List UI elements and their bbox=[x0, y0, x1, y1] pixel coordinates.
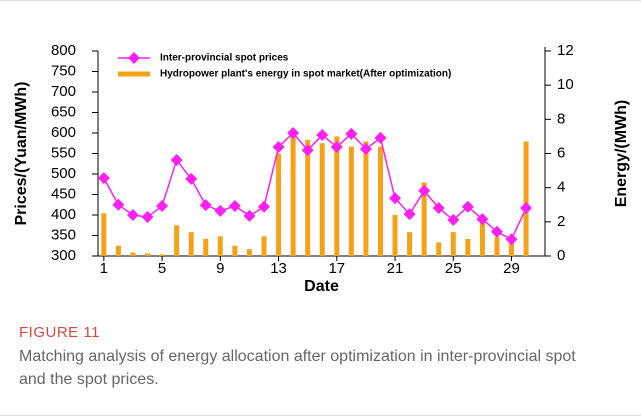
y-tick-label: 800 bbox=[51, 42, 76, 59]
y2-axis-title: Energy/(MWh) bbox=[613, 100, 630, 208]
bar bbox=[203, 238, 209, 256]
price-marker bbox=[476, 213, 489, 226]
price-marker bbox=[156, 199, 169, 212]
bar bbox=[276, 153, 282, 256]
price-marker bbox=[112, 198, 125, 211]
price-marker bbox=[301, 144, 314, 157]
bar bbox=[305, 139, 311, 256]
price-marker bbox=[141, 211, 154, 224]
bar bbox=[494, 237, 500, 256]
price-marker bbox=[447, 213, 460, 226]
legend-marker bbox=[128, 52, 140, 64]
bar bbox=[188, 232, 194, 256]
bar bbox=[509, 243, 515, 256]
bar bbox=[363, 141, 369, 256]
y-tick-label: 550 bbox=[51, 144, 76, 161]
price-marker bbox=[490, 225, 503, 238]
bar bbox=[407, 232, 413, 256]
y-tick-label: 750 bbox=[51, 62, 76, 79]
bar bbox=[334, 136, 340, 256]
x-tick-label: 25 bbox=[445, 260, 462, 277]
price-marker bbox=[243, 209, 256, 222]
y2-tick-label: 6 bbox=[557, 144, 565, 161]
price-marker bbox=[505, 233, 518, 246]
bar bbox=[261, 236, 267, 256]
y-tick-label: 700 bbox=[51, 83, 76, 100]
bar bbox=[523, 141, 529, 256]
price-marker bbox=[97, 172, 110, 185]
y-axis-title: Prices/(Yuan/MWh) bbox=[13, 81, 30, 225]
x-tick-label: 5 bbox=[158, 260, 166, 277]
y2-tick-label: 0 bbox=[557, 247, 565, 264]
price-marker bbox=[374, 131, 387, 144]
bar bbox=[174, 225, 180, 256]
y2-tick-label: 8 bbox=[557, 110, 565, 127]
price-marker bbox=[126, 209, 139, 221]
bar bbox=[290, 136, 296, 256]
x-tick-label: 1 bbox=[100, 260, 108, 277]
x-tick-label: 13 bbox=[270, 260, 287, 277]
bar bbox=[465, 238, 471, 256]
bar bbox=[130, 252, 136, 256]
caption-label: FIGURE 11 bbox=[19, 324, 100, 341]
bar bbox=[101, 213, 107, 256]
y-tick-label: 400 bbox=[51, 206, 76, 223]
chart: 300 350 400 450 500 550 600 650 700 750 800 0 2 4 6 8 10… bbox=[13, 42, 630, 295]
x-axis-title: Date bbox=[304, 278, 339, 295]
price-line bbox=[103, 131, 527, 241]
price-marker bbox=[418, 184, 431, 197]
price-marker bbox=[185, 172, 198, 185]
price-marker bbox=[330, 140, 343, 153]
y2-tick-label: 2 bbox=[557, 213, 565, 230]
y-tick-label: 650 bbox=[51, 103, 76, 120]
y-tick-label: 450 bbox=[51, 185, 76, 202]
y2-tick-label: 10 bbox=[557, 76, 574, 93]
bar bbox=[479, 220, 485, 256]
y2-tick-label: 12 bbox=[557, 42, 574, 59]
bar bbox=[145, 253, 151, 256]
price-marker bbox=[316, 129, 329, 142]
bar bbox=[392, 215, 398, 256]
bar bbox=[159, 254, 165, 256]
bar bbox=[246, 249, 252, 256]
bar bbox=[217, 236, 223, 256]
y-tick-label: 300 bbox=[51, 247, 76, 264]
price-marker bbox=[389, 192, 402, 205]
bar bbox=[377, 146, 383, 256]
x-tick-label: 9 bbox=[216, 260, 224, 277]
y-tick-label: 350 bbox=[51, 226, 76, 243]
price-marker bbox=[272, 140, 285, 153]
price-marker bbox=[214, 204, 227, 217]
price-marker bbox=[199, 199, 212, 212]
bar bbox=[450, 232, 456, 256]
price-marker bbox=[228, 199, 241, 212]
price-marker bbox=[520, 202, 533, 215]
price-marker bbox=[359, 142, 372, 155]
price-marker bbox=[287, 127, 300, 139]
y2-tick-label: 4 bbox=[557, 179, 565, 196]
price-marker bbox=[170, 154, 183, 167]
price-marker bbox=[257, 200, 270, 213]
legend-label: Hydropower plant's energy in spot market… bbox=[160, 69, 451, 80]
legend-label: Inter-provincial spot prices bbox=[160, 53, 289, 64]
bar bbox=[421, 182, 427, 256]
bar bbox=[436, 242, 442, 256]
price-marker bbox=[345, 127, 358, 140]
y-tick-label: 600 bbox=[51, 124, 76, 141]
price-marker bbox=[432, 202, 445, 215]
x-tick-label: 17 bbox=[328, 260, 345, 277]
y-tick-label: 500 bbox=[51, 165, 76, 182]
price-marker bbox=[403, 208, 416, 221]
caption-text: Matching analysis of energy allocation a… bbox=[19, 348, 576, 388]
bar bbox=[232, 245, 238, 256]
x-tick-label: 21 bbox=[387, 260, 404, 277]
bar bbox=[348, 146, 354, 256]
price-marker bbox=[461, 200, 474, 213]
x-tick-label: 29 bbox=[503, 260, 520, 277]
legend-swatch bbox=[118, 71, 150, 77]
bar bbox=[115, 245, 121, 256]
bar bbox=[319, 143, 325, 256]
